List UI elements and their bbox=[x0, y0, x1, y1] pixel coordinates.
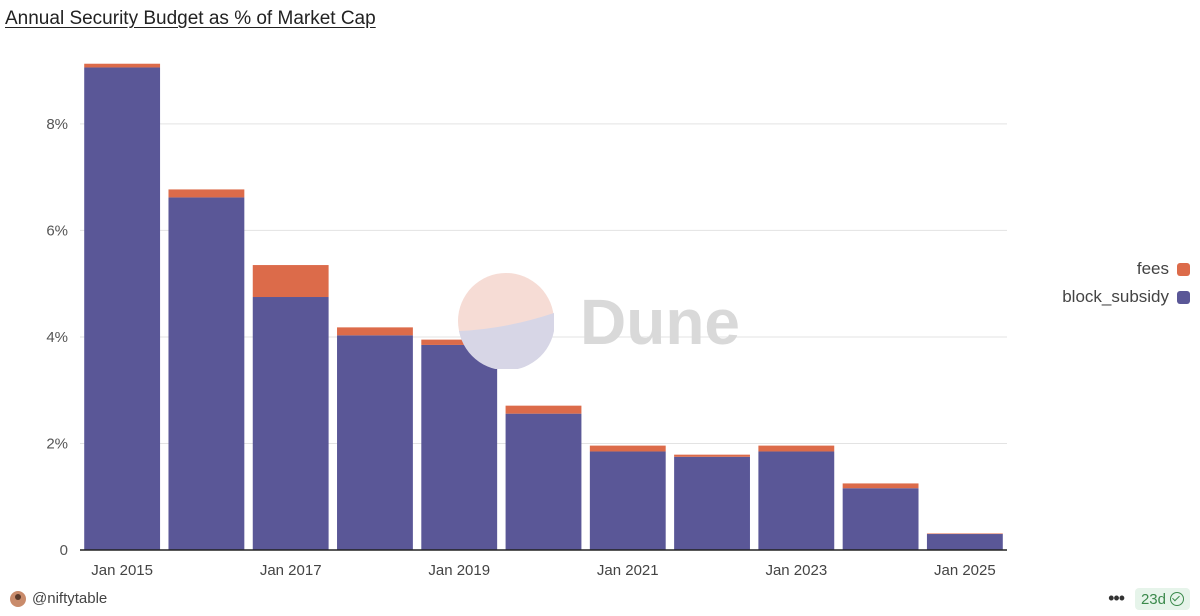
legend: fees block_subsidy bbox=[1062, 255, 1190, 311]
bar-fees[interactable] bbox=[505, 405, 582, 414]
bar-block-subsidy[interactable] bbox=[84, 67, 161, 551]
x-axis: Jan 2015 Jan 2017 Jan 2019 Jan 2021 Jan 2023… bbox=[91, 562, 995, 579]
bar-chart: 02%4%6%8% Jan 2015 Jan 2017 Jan 2019 Jan 20… bbox=[46, 63, 1007, 579]
y-tick-label: 4% bbox=[46, 329, 68, 346]
x-tick-label: Jan 2025 bbox=[934, 562, 996, 579]
bar-fees[interactable] bbox=[252, 265, 329, 298]
bar-block-subsidy[interactable] bbox=[337, 335, 413, 550]
x-tick-label: Jan 2017 bbox=[260, 562, 322, 579]
bar-fees[interactable] bbox=[926, 533, 1003, 535]
bar-fees[interactable] bbox=[674, 454, 750, 457]
y-tick-label: 0 bbox=[60, 542, 68, 559]
more-options-button[interactable]: ••• bbox=[1108, 588, 1125, 608]
bar-block-subsidy[interactable] bbox=[842, 488, 919, 550]
bar-fees[interactable] bbox=[421, 339, 498, 345]
age-label: 23d bbox=[1140, 590, 1166, 608]
check-circle-icon bbox=[1170, 592, 1184, 606]
bar-block-subsidy[interactable] bbox=[252, 297, 329, 550]
refresh-age-badge[interactable]: 23d bbox=[1134, 588, 1190, 610]
x-tick-label: Jan 2023 bbox=[765, 562, 827, 579]
y-tick-label: 6% bbox=[46, 222, 68, 239]
author-name: @niftytable bbox=[32, 590, 108, 607]
footer: @niftytable ••• 23d bbox=[0, 586, 1200, 616]
legend-swatch bbox=[1177, 262, 1190, 276]
chart-title: Annual Security Budget as % of Market Ca… bbox=[5, 8, 376, 29]
bar-block-subsidy[interactable] bbox=[926, 534, 1003, 550]
y-axis: 0 2% 4% 6% 8% bbox=[46, 116, 68, 559]
bar-block-subsidy[interactable] bbox=[168, 197, 245, 551]
bar-fees[interactable] bbox=[337, 327, 413, 336]
bar-block-subsidy[interactable] bbox=[674, 456, 750, 550]
bar-fees[interactable] bbox=[842, 483, 919, 489]
bar-fees[interactable] bbox=[168, 189, 245, 198]
avatar bbox=[10, 590, 26, 607]
y-tick-label: 2% bbox=[46, 435, 68, 452]
bars bbox=[80, 63, 1007, 551]
y-tick-label: 8% bbox=[46, 116, 68, 133]
bar-fees[interactable] bbox=[589, 445, 666, 452]
bar-block-subsidy[interactable] bbox=[589, 451, 666, 550]
bar-fees[interactable] bbox=[758, 445, 835, 452]
x-tick-label: Jan 2021 bbox=[597, 562, 659, 579]
bar-fees[interactable] bbox=[84, 63, 161, 68]
author[interactable]: @niftytable bbox=[10, 590, 107, 607]
legend-label: block_subsidy bbox=[1062, 287, 1169, 306]
legend-label: fees bbox=[1136, 259, 1169, 278]
legend-swatch bbox=[1177, 290, 1190, 304]
bar-block-subsidy[interactable] bbox=[758, 451, 835, 550]
legend-item-block-subsidy[interactable]: block_subsidy bbox=[1062, 283, 1190, 311]
x-tick-label: Jan 2019 bbox=[428, 562, 490, 579]
bar-block-subsidy[interactable] bbox=[421, 344, 498, 550]
legend-item-fees[interactable]: fees bbox=[1062, 255, 1190, 283]
x-tick-label: Jan 2015 bbox=[91, 562, 153, 579]
bar-block-subsidy[interactable] bbox=[505, 413, 582, 550]
